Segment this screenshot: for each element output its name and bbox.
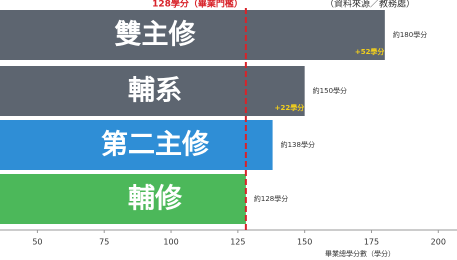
bar xyxy=(0,174,246,224)
x-tick-label: 125 xyxy=(230,238,245,247)
threshold-label: 128學分（畢業門檻） xyxy=(152,0,243,10)
x-tick-label: 200 xyxy=(431,238,446,247)
x-tick-label: 50 xyxy=(32,238,42,247)
chart: （資料來源／教務處） 畢業總學分數（學分） 雙主修約180學分+52學分輔系約1… xyxy=(0,0,457,260)
x-tick-label: 175 xyxy=(364,238,379,247)
category-label: 輔系 xyxy=(128,75,182,107)
x-axis-label: 畢業總學分數（學分） xyxy=(325,249,395,258)
category-label: 第二主修 xyxy=(101,129,210,161)
x-tick-label: 150 xyxy=(297,238,312,247)
value-label: 約138學分 xyxy=(281,140,315,149)
value-label: 約180學分 xyxy=(393,30,427,39)
x-tick-label: 100 xyxy=(163,238,178,247)
annotation: +22學分 xyxy=(275,103,305,112)
annotation: +52學分 xyxy=(355,47,385,56)
value-label: 約128學分 xyxy=(254,194,288,203)
value-label: 約150學分 xyxy=(313,86,347,95)
category-label: 雙主修 xyxy=(115,20,197,51)
category-label: 輔修 xyxy=(128,183,183,215)
x-tick-label: 75 xyxy=(99,238,109,247)
source-note: （資料來源／教務處） xyxy=(325,0,415,10)
